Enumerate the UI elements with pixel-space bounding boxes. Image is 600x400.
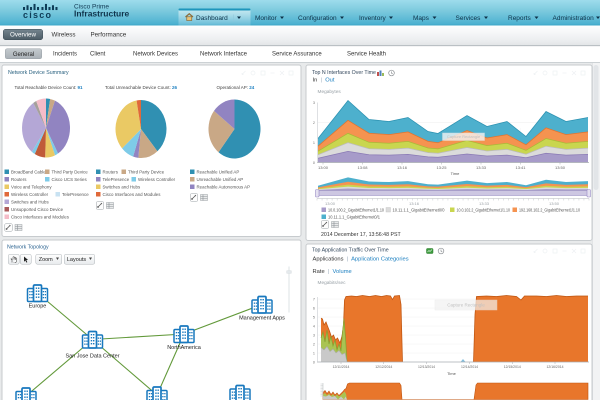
svg-text:13:00: 13:00 (325, 201, 336, 206)
svg-text:10.11.1.1_GigabitEthernet0/1: 10.11.1.1_GigabitEthernet0/1 (328, 215, 381, 220)
svg-text:12/15/2014: 12/15/2014 (504, 365, 521, 369)
svg-text:1: 1 (313, 352, 315, 356)
svg-text:0: 0 (313, 361, 315, 365)
svg-text:192.168.102.2_GigabitEthernet1: 192.168.102.2_GigabitEthernet1/1.10 (519, 208, 581, 213)
svg-text:Time: Time (447, 371, 457, 376)
svg-text:12/11/2014: 12/11/2014 (333, 365, 350, 369)
svg-text:Management Apps: Management Apps (239, 316, 285, 322)
svg-text:Capture Rectangle: Capture Rectangle (447, 303, 485, 308)
svg-text:13:08: 13:08 (357, 165, 368, 170)
svg-text:4: 4 (313, 325, 315, 329)
svg-text:10.0.102.2_GigabitEthernet1/1.: 10.0.102.2_GigabitEthernet1/1.10 (457, 208, 511, 213)
svg-text:3: 3 (313, 101, 315, 105)
svg-text:5: 5 (313, 316, 315, 320)
svg-text:13:25: 13:25 (436, 165, 447, 170)
svg-text:10.11.1.1_GigabitEthernet0/0: 10.11.1.1_GigabitEthernet0/0 (393, 208, 446, 213)
svg-text:San Jose Data Center: San Jose Data Center (65, 354, 119, 360)
svg-text:7: 7 (313, 298, 315, 302)
svg-text:13:16: 13:16 (397, 165, 408, 170)
svg-text:2: 2 (313, 343, 315, 347)
svg-text:3: 3 (313, 334, 315, 338)
svg-text:2: 2 (313, 121, 315, 125)
svg-text:12/13/2014: 12/13/2014 (418, 365, 435, 369)
svg-text:1: 1 (313, 141, 315, 145)
svg-text:13:33: 13:33 (479, 201, 490, 206)
svg-text:13:33: 13:33 (476, 165, 487, 170)
svg-text:NorthAmerica: NorthAmerica (167, 345, 202, 351)
svg-text:Time: Time (451, 171, 461, 176)
svg-text:Europe: Europe (29, 304, 47, 310)
svg-text:13:41: 13:41 (515, 165, 526, 170)
svg-text:12/12/2014: 12/12/2014 (375, 365, 392, 369)
svg-text:Capture Rectangle: Capture Rectangle (447, 134, 481, 139)
svg-text:10.0.100.2_GigabitEthernet1/1.: 10.0.100.2_GigabitEthernet1/1.10 (328, 208, 385, 213)
svg-text:12/14/2014: 12/14/2014 (461, 365, 478, 369)
svg-text:12/16/2014: 12/16/2014 (547, 365, 564, 369)
svg-text:0: 0 (313, 161, 315, 165)
svg-text:6: 6 (313, 307, 315, 311)
svg-text:13:16: 13:16 (409, 201, 420, 206)
svg-text:13:50: 13:50 (549, 201, 560, 206)
svg-text:13:00: 13:00 (318, 165, 329, 170)
svg-text:13:50: 13:50 (555, 165, 566, 170)
